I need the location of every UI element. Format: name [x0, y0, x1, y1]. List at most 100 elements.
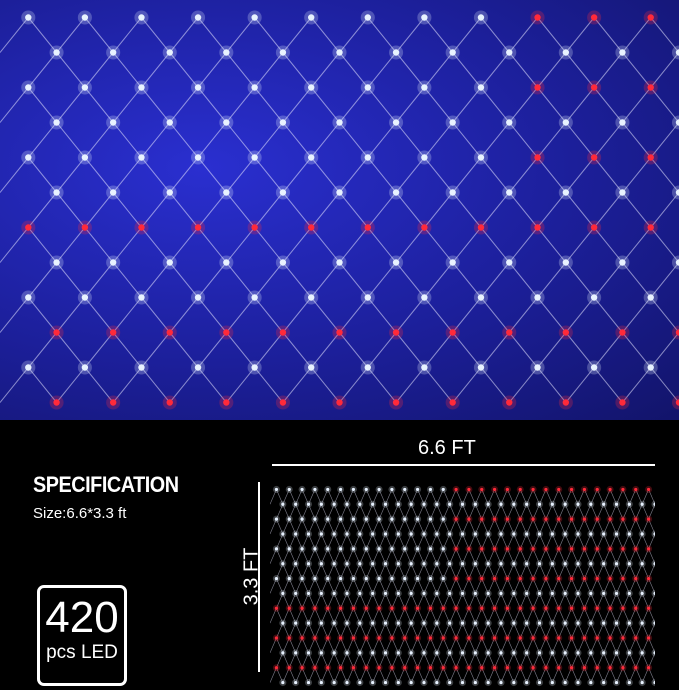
- net-wire: [519, 548, 527, 564]
- net-wire: [603, 504, 611, 520]
- net-wire: [395, 262, 425, 298]
- net-wire: [507, 593, 515, 609]
- led-bulb: [448, 680, 452, 685]
- net-wire: [270, 519, 277, 535]
- net-wire: [442, 519, 450, 535]
- led-bulb: [589, 680, 593, 685]
- net-wire: [340, 563, 348, 579]
- net-wire: [308, 548, 316, 564]
- net-wire: [480, 332, 510, 368]
- led-bulb: [653, 621, 655, 625]
- net-wire: [436, 652, 444, 668]
- net-wire: [616, 548, 624, 564]
- led-bulb: [415, 547, 420, 551]
- net-wire: [545, 489, 553, 505]
- led-bulb: [460, 502, 465, 506]
- net-wire: [641, 637, 649, 653]
- net-wire: [650, 367, 679, 403]
- led-bulb: [486, 591, 490, 596]
- net-wire: [112, 87, 142, 123]
- led-bulb: [486, 532, 490, 536]
- net-wire: [603, 593, 611, 609]
- net-wire: [455, 608, 463, 624]
- net-wire: [112, 367, 142, 403]
- net-wire: [603, 637, 611, 653]
- net-wire: [593, 367, 623, 403]
- net-wire: [385, 578, 393, 594]
- net-wire: [622, 623, 630, 639]
- net-wire: [417, 593, 425, 609]
- led-bulb: [396, 680, 400, 685]
- net-wire: [141, 192, 171, 228]
- led-bulb: [396, 591, 400, 596]
- led-bulb: [441, 547, 445, 551]
- net-wire: [564, 578, 572, 594]
- net-wire: [609, 578, 617, 594]
- net-wire: [616, 623, 624, 639]
- led-bulb: [287, 636, 291, 640]
- net-wire: [197, 297, 227, 333]
- photo-led-net: [0, 10, 679, 410]
- net-wire: [500, 489, 508, 505]
- led-bulb: [287, 487, 291, 492]
- net-wire: [481, 593, 489, 609]
- net-wire: [452, 122, 482, 158]
- net-wire: [519, 637, 527, 653]
- net-wire: [346, 519, 354, 535]
- net-wire: [629, 548, 637, 564]
- net-wire: [359, 608, 367, 624]
- net-wire: [532, 593, 540, 609]
- led-glow: [651, 560, 655, 568]
- led-bulb: [358, 562, 362, 566]
- net-wire: [564, 519, 572, 535]
- net-wire: [398, 593, 406, 609]
- led-bulb: [525, 621, 529, 625]
- net-wire: [395, 227, 425, 263]
- net-wire: [455, 563, 463, 579]
- led-bulb: [582, 666, 587, 670]
- net-wire: [436, 548, 444, 564]
- led-bulb: [460, 532, 465, 536]
- net-wire: [436, 519, 444, 535]
- led-bulb: [422, 680, 426, 685]
- led-bulb: [421, 14, 428, 21]
- led-bulb: [480, 606, 484, 610]
- net-wire: [391, 519, 399, 535]
- net-wire: [487, 489, 495, 505]
- net-wire: [436, 504, 444, 520]
- net-wire: [391, 563, 399, 579]
- led-bulb: [358, 621, 362, 625]
- led-bulb: [319, 680, 323, 685]
- net-wire: [545, 637, 553, 653]
- net-wire: [508, 367, 538, 403]
- net-wire: [27, 227, 57, 263]
- net-wire: [321, 548, 329, 564]
- led-bulb: [383, 591, 388, 596]
- net-wire: [565, 367, 595, 403]
- net-wire: [468, 489, 476, 505]
- net-wire: [552, 519, 560, 535]
- net-wire: [564, 608, 572, 624]
- net-wire: [359, 489, 367, 505]
- led-bulb: [589, 621, 593, 625]
- led-bulb: [454, 487, 458, 492]
- net-wire: [590, 504, 598, 520]
- led-bulb: [25, 84, 32, 91]
- net-wire: [282, 519, 290, 535]
- net-wire: [558, 563, 566, 579]
- net-wire: [282, 332, 312, 368]
- led-bulb: [138, 364, 145, 371]
- net-wire: [635, 593, 643, 609]
- led-bulb: [449, 119, 456, 126]
- net-wire: [327, 563, 335, 579]
- net-wire: [430, 608, 438, 624]
- led-bulb: [326, 636, 330, 640]
- led-bulb: [53, 399, 60, 406]
- net-wire: [398, 519, 406, 535]
- net-wire: [596, 548, 604, 564]
- led-bulb: [492, 666, 497, 670]
- net-wire: [359, 593, 367, 609]
- net-wire: [0, 297, 29, 333]
- led-bulb: [336, 119, 343, 126]
- net-wire: [56, 87, 86, 123]
